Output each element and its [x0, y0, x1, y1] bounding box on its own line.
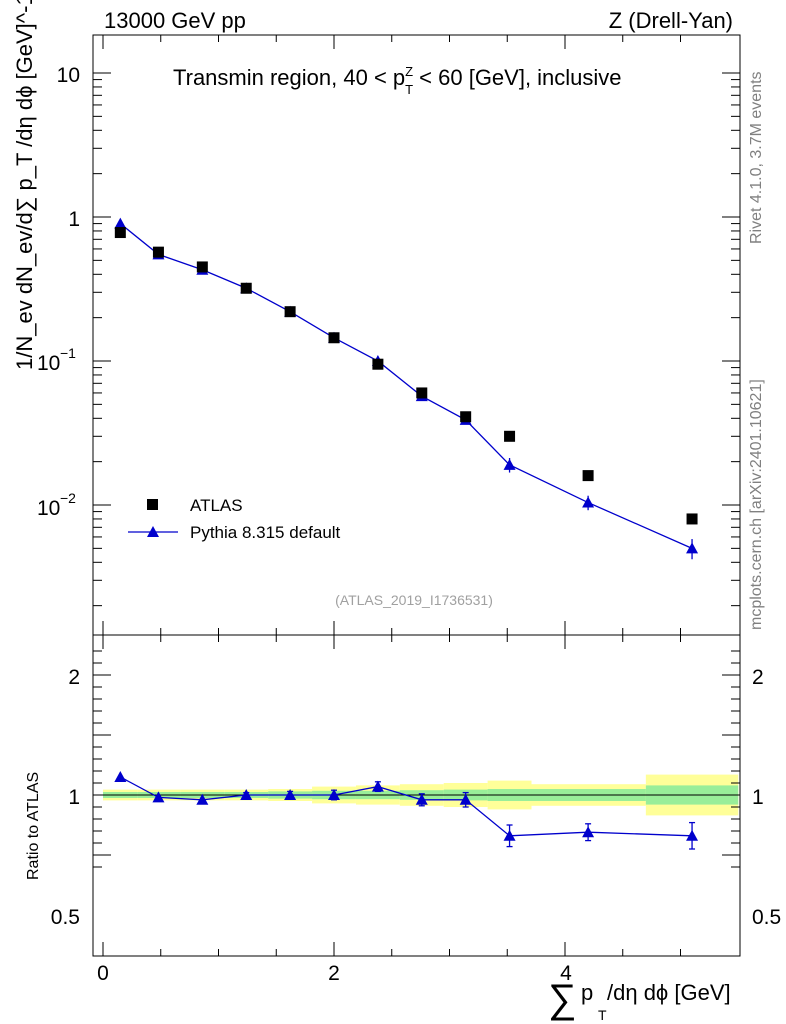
ratio-ytick-label-1-right: 1 — [752, 786, 764, 809]
main-mc-point — [686, 542, 699, 554]
ratio-mc-point — [582, 826, 595, 838]
ratio-mc-point — [328, 789, 340, 800]
main-data-point — [114, 227, 126, 239]
ytick-label-0.01-base: 10 — [37, 497, 60, 520]
ratio-mc-point — [196, 793, 209, 805]
main-data-point — [196, 261, 208, 273]
ytick-label-1: 1 — [68, 208, 80, 231]
ytick-label-10: 10 — [57, 64, 80, 87]
ratio-mc-point — [152, 791, 165, 803]
title-main: Transmin region, 40 < p — [173, 65, 405, 90]
header-right: Z (Drell-Yan) — [609, 8, 733, 33]
ratio-mc-point — [415, 793, 428, 805]
ratio-mc-point — [503, 829, 516, 841]
main-data-point — [686, 513, 698, 525]
legend-mc-label: Pythia 8.315 default — [190, 523, 341, 542]
ratio-mc-series — [114, 771, 699, 850]
main-data-point — [284, 306, 296, 318]
axis-ticks — [93, 35, 740, 956]
main-mc-point — [114, 217, 127, 229]
ratio-ytick-label-0.5: 0.5 — [51, 906, 80, 929]
legend-mc-marker — [147, 526, 159, 537]
ytick-label-0.1-exp: −1 — [60, 345, 76, 361]
side-rivet-label: Rivet 4.1.0, 3.7M events — [748, 71, 765, 244]
plot-title: Transmin region, 40 < pZ T < 60 [GeV], in… — [173, 64, 622, 97]
main-data-point — [582, 470, 594, 482]
xtick-label-4: 4 — [560, 962, 572, 985]
ratio-mc-point — [686, 829, 699, 841]
ratio-mc-line — [120, 776, 693, 837]
xtick-label-2: 2 — [328, 962, 340, 985]
main-mc-point — [503, 458, 516, 470]
x-axis-label-sum: ∑ — [548, 977, 577, 1021]
main-y-axis-label-text: 1/N_ev dN_ev/d∑ p_T /dη dϕ [GeV]^-1 — [12, 0, 37, 370]
legend-data-marker — [147, 499, 158, 510]
main-data-point — [460, 411, 472, 423]
ratio-mc-point — [284, 789, 297, 800]
main-data-point — [328, 332, 340, 344]
title-tail: < 60 [GeV], inclusive — [413, 65, 622, 90]
main-data-point — [240, 282, 252, 294]
main-data-series — [114, 227, 698, 525]
legend: ATLAS Pythia 8.315 default — [128, 496, 341, 542]
main-data-point — [152, 246, 164, 258]
x-axis-label-p: p — [581, 980, 593, 1005]
xtick-label-0: 0 — [97, 962, 109, 985]
main-mc-point — [582, 496, 595, 508]
main-y-axis-label: 1/N_ev dN_ev/d∑ p_T /dη dϕ [GeV]^-1 — [12, 0, 37, 370]
ytick-label-0.1-base: 10 — [37, 352, 60, 375]
title-superscript: Z — [405, 64, 413, 79]
main-plot-frame — [92, 34, 741, 636]
side-mcplots-label: mcplots.cern.ch [arXiv:2401.10621] — [748, 379, 765, 630]
ratio-mc-point — [371, 780, 384, 792]
ratio-ytick-label-2: 2 — [68, 666, 80, 689]
header-left: 13000 GeV pp — [104, 8, 246, 33]
x-axis-label-sub: T — [598, 1007, 607, 1023]
main-mc-line — [119, 223, 693, 549]
ratio-ytick-label-0.5-right: 0.5 — [752, 906, 781, 929]
ratio-mc-point — [114, 771, 127, 782]
ratio-y-axis-label: Ratio to ATLAS — [25, 772, 42, 880]
ytick-label-0.01-exp: −2 — [60, 490, 76, 506]
x-axis-label: ∑ p T /dη dϕ [GeV] — [548, 977, 731, 1023]
main-data-point — [504, 430, 516, 442]
ytick-label-0.1: 10 −1 — [37, 345, 76, 375]
analysis-reference: (ATLAS_2019_I1736531) — [335, 592, 493, 608]
ratio-ytick-label-1: 1 — [68, 786, 80, 809]
main-data-point — [372, 358, 384, 370]
ratio-mc-point — [240, 789, 253, 800]
ratio-mc-point — [459, 793, 472, 805]
title-subscript: T — [405, 82, 413, 97]
ytick-label-0.01: 10 −2 — [37, 490, 76, 520]
x-axis-label-rest: /dη dϕ [GeV] — [607, 980, 731, 1005]
legend-data-label: ATLAS — [190, 496, 243, 515]
main-data-point — [416, 387, 428, 399]
ratio-ytick-label-2-right: 2 — [752, 666, 764, 689]
